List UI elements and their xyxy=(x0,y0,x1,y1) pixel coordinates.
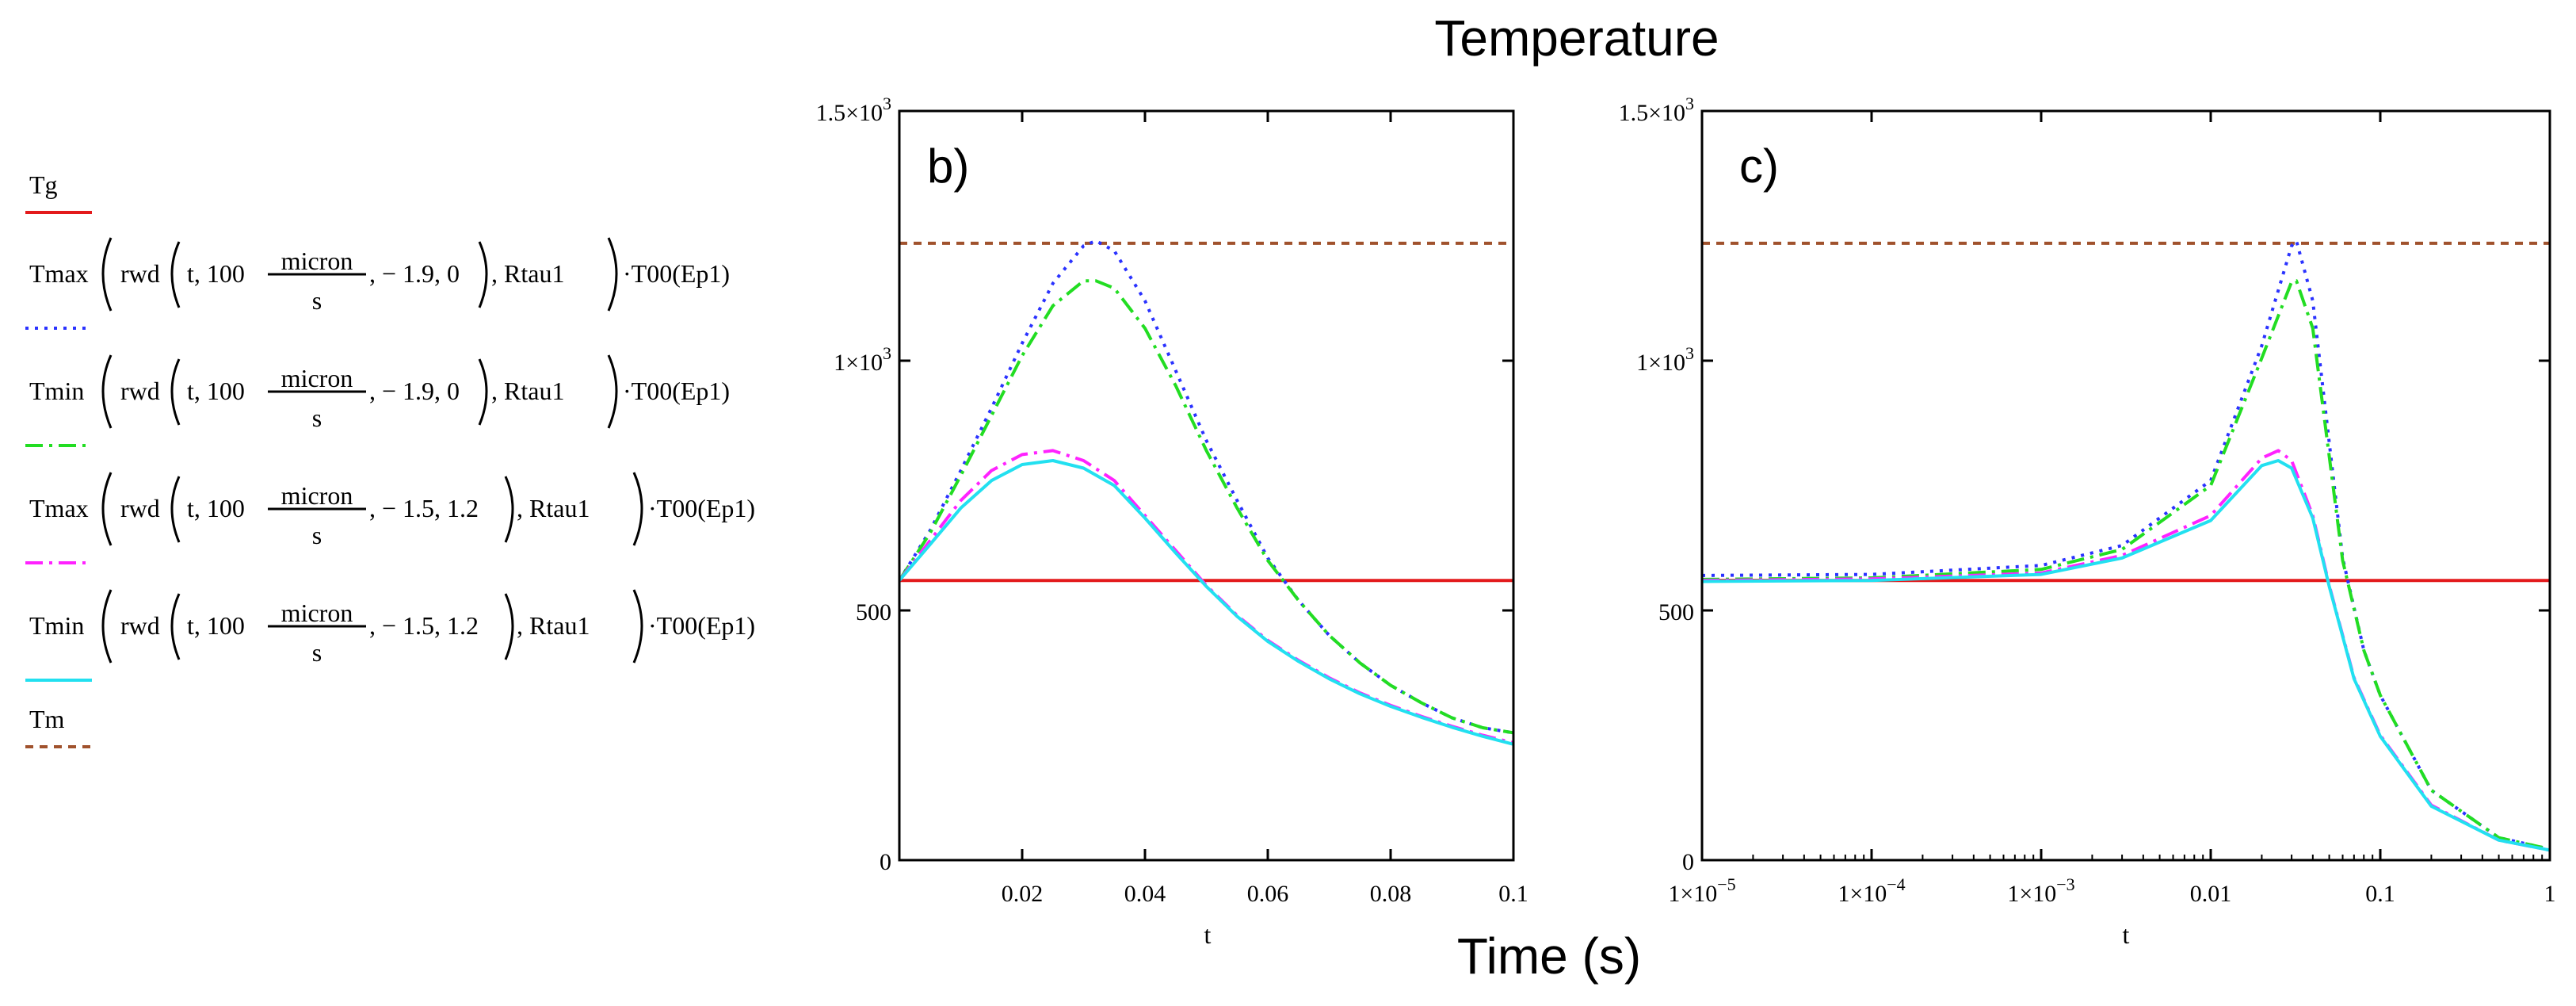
legend-comma-2: , xyxy=(369,377,376,405)
paren-icon xyxy=(170,593,181,660)
legend-entry-1: Tmax rwd t, 100 micron s , − 1.9, 0 , Rt… xyxy=(25,237,730,330)
legend-t00-2: ·T00(Ep1) xyxy=(623,377,730,405)
legend-t00-1: ·T00(Ep1) xyxy=(623,259,730,288)
series-group xyxy=(1702,239,2550,852)
legend-rwd-4: rwd xyxy=(120,611,160,640)
paren-icon xyxy=(478,358,488,426)
legend-param-3: − 1.5, 1.2 xyxy=(382,494,479,522)
figure-title: Temperature xyxy=(1434,10,1719,67)
paren-icon xyxy=(101,237,113,312)
legend-entry-2: Tmin rwd t, 100 micron s , − 1.9, 0 , Rt… xyxy=(25,354,730,447)
legend-label-tg: Tg xyxy=(29,170,58,199)
legend-targ-2: t, 100 xyxy=(187,377,245,405)
x-tick-label: 0.1 xyxy=(1498,881,1528,907)
legend-func-2: Tmin xyxy=(29,377,84,405)
x-tick-label: 0.06 xyxy=(1247,881,1289,907)
panel-label: c) xyxy=(1739,140,1779,193)
legend-rtau-1: , Rtau1 xyxy=(491,259,564,288)
series-line-s2 xyxy=(1702,279,2550,851)
legend-param-2: − 1.9, 0 xyxy=(382,377,460,405)
paren-icon xyxy=(607,237,618,312)
legend-comma-4: , xyxy=(369,611,376,640)
legend-rwd-1: rwd xyxy=(120,259,160,288)
legend-s-4: s xyxy=(312,638,322,667)
paren-icon xyxy=(170,358,181,426)
x-tick-label: 1 xyxy=(2544,881,2556,907)
plot-frame xyxy=(1700,109,2551,862)
legend-t00-4: ·T00(Ep1) xyxy=(648,611,755,640)
x-tick-label: 1×10−5 xyxy=(1668,874,1735,907)
legend-micron-3: micron xyxy=(281,481,353,510)
y-tick-label: 1.5×103 xyxy=(816,94,891,126)
paren-icon xyxy=(504,593,514,660)
legend-s-2: s xyxy=(312,404,322,432)
paren-icon xyxy=(101,354,113,429)
series-line-s1 xyxy=(899,239,1513,735)
legend-rwd-2: rwd xyxy=(120,377,160,405)
legend-micron-1: micron xyxy=(281,247,353,275)
legend-label-tm: Tm xyxy=(29,705,65,733)
legend-param-4: − 1.5, 1.2 xyxy=(382,611,479,640)
y-tick-label: 1×103 xyxy=(834,343,891,376)
x-tick-label: 0.1 xyxy=(2365,881,2395,907)
legend: Tg Tmax rwd t, 100 micron s , − 1.9, 0 ,… xyxy=(25,170,755,748)
panel-b: 0.02 0.04 0.06 0.08 0.1 0 500 1×103 1.5×103 b) t xyxy=(816,94,1528,949)
paren-icon xyxy=(607,354,618,429)
paren-icon xyxy=(170,241,181,308)
paren-icon xyxy=(101,472,113,546)
legend-entry-3: Tmax rwd t, 100 micron s , − 1.5, 1.2 , … xyxy=(25,472,755,564)
x-tick-label: 0.02 xyxy=(1002,881,1044,907)
y-tick-label: 0 xyxy=(1682,849,1694,875)
x-axis-label: t xyxy=(1204,920,1212,949)
legend-micron-4: micron xyxy=(281,599,353,627)
plot-frame xyxy=(898,109,1515,862)
legend-param-1: − 1.9, 0 xyxy=(382,259,460,288)
legend-comma-3: , xyxy=(369,494,376,522)
series-line-s4 xyxy=(899,459,1513,746)
legend-rtau-2: , Rtau1 xyxy=(491,377,564,405)
x-tick-label: 1×10−4 xyxy=(1838,874,1905,907)
series-line-s1 xyxy=(1702,239,2550,851)
x-tick-label: 0.04 xyxy=(1124,881,1166,907)
x-tick-label: 0.08 xyxy=(1370,881,1412,907)
y-tick-label: 1×103 xyxy=(1636,343,1694,376)
legend-rtau-4: , Rtau1 xyxy=(517,611,590,640)
figure-xlabel: Time (s) xyxy=(1457,928,1641,985)
series-line-s3 xyxy=(899,449,1513,744)
legend-s-1: s xyxy=(312,286,322,315)
x-tick-label: 1×10−3 xyxy=(2007,874,2074,907)
paren-icon xyxy=(101,589,113,664)
legend-targ-3: t, 100 xyxy=(187,494,245,522)
paren-icon xyxy=(504,476,514,543)
paren-icon xyxy=(632,589,643,664)
legend-rtau-3: , Rtau1 xyxy=(517,494,590,522)
x-tick-label: 0.01 xyxy=(2190,881,2232,907)
y-tick-label: 500 xyxy=(1658,599,1694,625)
legend-rwd-3: rwd xyxy=(120,494,160,522)
legend-comma-1: , xyxy=(369,259,376,288)
panel-c: 1×10−5 1×10−4 1×10−3 0.01 0.1 1 0 500 1×103 1.5×1… xyxy=(1619,94,2556,949)
legend-func-1: Tmax xyxy=(29,259,89,288)
paren-icon xyxy=(170,476,181,543)
panel-label: b) xyxy=(927,140,969,193)
legend-func-4: Tmin xyxy=(29,611,84,640)
paren-icon xyxy=(632,472,643,546)
legend-targ-4: t, 100 xyxy=(187,611,245,640)
series-line-s3 xyxy=(1702,449,2550,852)
series-line-s2 xyxy=(899,279,1513,735)
legend-func-3: Tmax xyxy=(29,494,89,522)
series-group xyxy=(899,239,1513,746)
legend-t00-3: ·T00(Ep1) xyxy=(648,494,755,522)
legend-entry-4: Tmin rwd t, 100 micron s , − 1.5, 1.2 , … xyxy=(25,589,755,682)
legend-s-3: s xyxy=(312,521,322,549)
paren-icon xyxy=(478,241,488,308)
series-line-s4 xyxy=(1702,459,2550,852)
y-tick-label: 500 xyxy=(856,599,891,625)
y-tick-label: 0 xyxy=(880,849,891,875)
x-axis-label: t xyxy=(2123,920,2130,949)
legend-targ-1: t, 100 xyxy=(187,259,245,288)
legend-micron-2: micron xyxy=(281,364,353,392)
y-tick-label: 1.5×103 xyxy=(1619,94,1694,126)
